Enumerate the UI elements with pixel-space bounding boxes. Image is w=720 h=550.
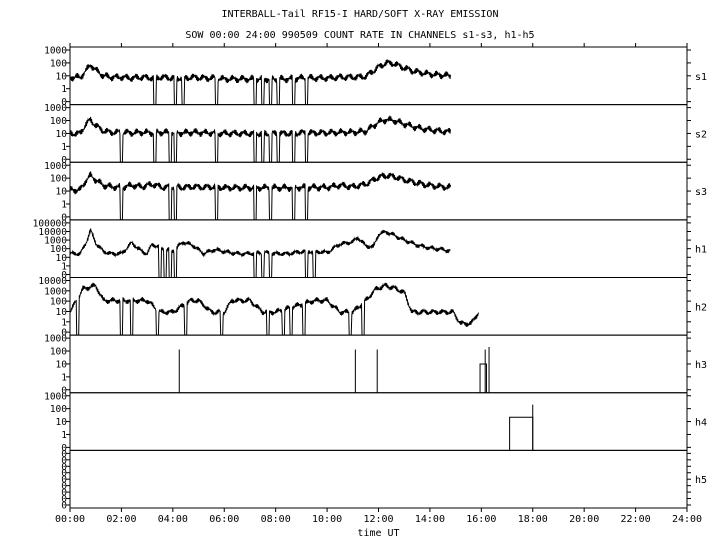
- y-tick-label-h4: 0: [61, 443, 67, 454]
- y-tick-label-h1: 10000: [38, 227, 67, 238]
- x-tick-label: 04:00: [158, 514, 188, 525]
- y-tick-label-s3: 0: [61, 212, 67, 223]
- y-tick-label-s1: 100: [50, 58, 67, 69]
- y-tick-label-h2: 1: [61, 317, 67, 328]
- y-tick-label-h5: 0: [61, 455, 67, 466]
- panel-frame-h5: [69, 449, 688, 509]
- box-h4: [509, 416, 534, 451]
- series-line-s3: [70, 171, 451, 220]
- chart-subtitle: SOW 00:00 24:00 990509 COUNT RATE IN CHA…: [185, 30, 535, 41]
- x-tick-label: 22:00: [621, 514, 651, 525]
- y-tick-label-h5: 0: [61, 468, 67, 479]
- y-tick-label-h5: 0: [61, 488, 67, 499]
- panel-label-h4: h4: [695, 418, 707, 429]
- y-tick-label-h2: 0: [61, 328, 67, 339]
- x-tick-label: 16:00: [466, 514, 496, 525]
- y-tick-label-s2: 1000: [44, 103, 67, 114]
- y-tick-label-h1: 1: [61, 261, 67, 272]
- y-tick-label-s2: 1: [61, 142, 67, 153]
- y-tick-label-h3: 100: [50, 347, 67, 358]
- y-tick-label-h5: 0: [61, 501, 67, 512]
- x-tick-label: 02:00: [106, 514, 136, 525]
- panel-label-s3: s3: [695, 187, 707, 198]
- y-tick-label-h5: 0: [61, 481, 67, 492]
- panel-label-h1: h1: [695, 245, 707, 256]
- y-tick-label-h1: 0: [61, 270, 67, 281]
- y-tick-label-s3: 100: [50, 174, 67, 185]
- x-tick-label: 12:00: [363, 514, 393, 525]
- y-tick-label-h2: 100: [50, 297, 67, 308]
- y-tick-label-h1: 100000: [33, 218, 68, 229]
- y-tick-label-s3: 10: [56, 187, 68, 198]
- x-tick-label: 14:00: [415, 514, 445, 525]
- panel-frame-h3: [69, 334, 688, 394]
- y-tick-label-h2: 1000: [44, 286, 67, 297]
- y-tick-label-h2: 10000: [38, 276, 67, 287]
- panel-label-h5: h5: [695, 475, 707, 486]
- x-axis-label: time UT: [357, 528, 399, 539]
- y-tick-label-h3: 1000: [44, 334, 67, 345]
- x-tick-label: 10:00: [312, 514, 342, 525]
- y-tick-label-h5: 0: [61, 475, 67, 486]
- y-tick-label-h3: 1: [61, 372, 67, 383]
- x-tick-label: 20:00: [569, 514, 599, 525]
- series-line-h1: [70, 228, 451, 278]
- y-tick-label-s2: 100: [50, 116, 67, 127]
- y-tick-label-s2: 10: [56, 129, 68, 140]
- panel-frame-s3: [69, 161, 688, 221]
- y-tick-label-s3: 1: [61, 199, 67, 210]
- panel-label-s2: s2: [695, 129, 707, 140]
- y-tick-label-s1: 0: [61, 97, 67, 108]
- y-tick-label-s3: 1000: [44, 161, 67, 172]
- box-h3: [479, 363, 487, 393]
- y-tick-label-s2: 0: [61, 155, 67, 166]
- y-tick-label-h3: 10: [56, 359, 68, 370]
- y-tick-label-h4: 10: [56, 417, 68, 428]
- series-line-s2: [70, 115, 451, 163]
- y-tick-label-h3: 0: [61, 385, 67, 396]
- x-tick-label: 08:00: [261, 514, 291, 525]
- y-tick-label-h1: 10: [56, 253, 68, 264]
- y-tick-label-h5: 0: [61, 494, 67, 505]
- x-tick-label: 00:00: [55, 514, 85, 525]
- panel-label-s1: s1: [695, 72, 707, 83]
- y-tick-label-s1: 1000: [44, 46, 67, 57]
- y-tick-label-h5: 0: [61, 462, 67, 473]
- y-tick-label-s1: 1: [61, 84, 67, 95]
- chart-title: INTERBALL-Tail RF15-I HARD/SOFT X-RAY EM…: [221, 9, 499, 20]
- panel-frame-h2: [69, 277, 688, 336]
- y-tick-label-h2: 10: [56, 307, 68, 318]
- x-tick-label: 24:00: [672, 514, 702, 525]
- y-tick-label-h5: 0: [61, 449, 67, 460]
- series-line-h2: [70, 282, 480, 336]
- x-tick-label: 06:00: [209, 514, 239, 525]
- y-tick-label-h4: 1: [61, 430, 67, 441]
- x-tick-label: 18:00: [518, 514, 548, 525]
- series-line-s1: [70, 59, 451, 105]
- y-tick-label-s1: 10: [56, 71, 68, 82]
- y-tick-label-h1: 100: [50, 244, 67, 255]
- y-tick-label-h4: 100: [50, 404, 67, 415]
- panel-frame-h4: [69, 392, 688, 451]
- y-tick-label-h1: 1000: [44, 236, 67, 247]
- panel-label-h3: h3: [695, 360, 707, 371]
- y-tick-label-h4: 1000: [44, 391, 67, 402]
- panel-label-h2: h2: [695, 302, 707, 313]
